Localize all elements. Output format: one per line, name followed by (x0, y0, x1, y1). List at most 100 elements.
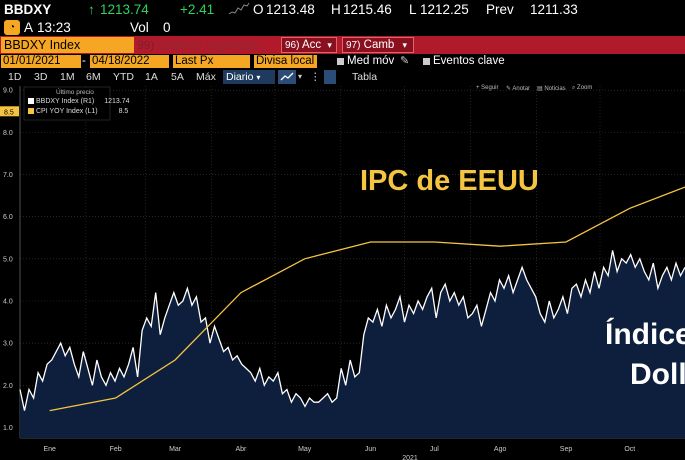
dollar-area (20, 250, 685, 438)
zoom-label: Zoom (577, 85, 593, 91)
key-events-label: Eventos clave (433, 55, 505, 67)
legend-swatch (28, 108, 34, 115)
x-tick-label: May (298, 446, 312, 453)
volume-label: Vol (130, 20, 149, 35)
legend-item-cpi[interactable]: CPI YOY Index (L1) 8.5 (28, 108, 128, 115)
legend-box (23, 86, 111, 121)
line-chart-icon (280, 72, 294, 81)
change-menu-button[interactable]: 97) Camb ▾ (342, 37, 414, 53)
ticker-symbol[interactable]: BBDXY (4, 2, 52, 17)
period-5a[interactable]: 5A (171, 71, 184, 83)
chevron-down-icon: ▾ (327, 40, 332, 50)
follow-control[interactable]: + Seguir (476, 85, 499, 91)
field-select[interactable]: Last Px (173, 55, 250, 68)
last-price: 1213.74 (100, 2, 149, 17)
y-tick-label: 3.0 (3, 341, 13, 348)
news-control[interactable]: ▤ Noticias (537, 86, 566, 92)
change-number: 97) (346, 40, 361, 51)
x-tick-label: Mar (169, 446, 182, 453)
open-label: O (253, 2, 264, 17)
quote-subheader: ◔ A 13:23 Vol 0 (0, 19, 685, 36)
x-tick-label: Jul (430, 446, 439, 453)
chevron-down-icon: ▾ (256, 73, 261, 82)
dollar-annotation-line2: Doll (630, 358, 685, 391)
y-tick-label: 7.0 (3, 172, 13, 179)
chevron-down-icon: ▾ (402, 40, 408, 50)
suggested-charts-button[interactable]: 99) Gráficos sugeridos (137, 36, 258, 54)
low-label: L (409, 2, 417, 17)
moving-average-checkbox[interactable] (337, 58, 344, 65)
chart-settings-icon[interactable]: ⋮ (310, 71, 321, 83)
table-button[interactable]: Tabla (352, 71, 378, 83)
y-tick-label: 4.0 (3, 298, 13, 305)
chevron-down-icon[interactable]: ▾ (298, 72, 303, 81)
up-arrow-icon: ↑ (88, 2, 95, 17)
period-3d[interactable]: 3D (34, 71, 48, 83)
dollar-annotation-line1: Índice (605, 318, 685, 351)
sparkline-icon (228, 2, 250, 15)
currency-select[interactable]: Divisa local (254, 55, 317, 68)
low-value: 1212.25 (420, 2, 469, 17)
actions-label: Acc (302, 39, 322, 51)
table-toggle-button[interactable] (324, 70, 336, 84)
quote-header: BBDXY ↑ 1213.74 +2.41 O 1213.48 H 1215.4… (0, 0, 685, 19)
annotate-control[interactable]: ✎ Anotar (506, 86, 531, 92)
period-1d[interactable]: 1D (8, 71, 22, 83)
y-tick-label: 1.0 (3, 425, 13, 432)
prev-label: Prev (486, 2, 514, 17)
y-tick-label: 2.0 (3, 383, 13, 390)
follow-label: Seguir (481, 85, 499, 91)
period-max[interactable]: Máx (196, 71, 216, 83)
x-tick-label: Jun (365, 446, 376, 453)
frequency-label: Diario (226, 71, 254, 83)
high-label: H (331, 2, 341, 17)
chart-svg: 1.0 2.0 3.0 4.0 5.0 6.0 7.0 8.0 9.0 Ene Feb Mar Abr M… (0, 86, 685, 460)
start-date-input[interactable]: 01/01/2021 (1, 55, 81, 68)
x-tick-label: Ago (494, 446, 507, 453)
open-value: 1213.48 (266, 2, 315, 17)
cpi-series-line (49, 186, 685, 412)
ipc-annotation: IPC de EEUU (360, 165, 539, 197)
legend-value: 1213.74 (104, 98, 130, 105)
x-year-label: 2021 (402, 455, 418, 460)
suggested-charts-number: 99) (137, 38, 155, 52)
end-date-input[interactable]: 04/18/2022 (90, 55, 169, 68)
alert-bell-icon[interactable]: ◔ (4, 20, 20, 35)
legend-name: CPI YOY Index (L1) (36, 108, 98, 115)
news-label: Noticias (544, 86, 566, 92)
period-bar: 1D 3D 1M 6M YTD 1A 5A Máx Diario ▾ ▾ ⋮ T… (0, 69, 685, 85)
legend-item-bbdxy[interactable]: BBDXY Index (R1) 1213.74 (28, 98, 130, 105)
line-chart-button[interactable] (278, 70, 296, 84)
period-1m[interactable]: 1M (60, 71, 75, 83)
period-ytd[interactable]: YTD (113, 71, 134, 83)
legend-title: Último precio (56, 89, 94, 96)
zoom-control[interactable]: ⌕ Zoom (572, 85, 593, 91)
price-chart[interactable]: 1.0 2.0 3.0 4.0 5.0 6.0 7.0 8.0 9.0 Ene Feb Mar Abr M… (0, 86, 685, 460)
legend-swatch (28, 98, 34, 105)
high-value: 1215.46 (343, 2, 392, 17)
key-events-checkbox[interactable] (423, 58, 430, 65)
change-label: Camb (363, 39, 395, 51)
legend-value: 8.5 (118, 108, 129, 115)
period-1a[interactable]: 1A (145, 71, 158, 83)
price-change: +2.41 (180, 2, 215, 17)
x-tick-label: Sep (560, 446, 573, 453)
y-tick-label: 6.0 (3, 214, 13, 221)
security-input[interactable]: BBDXY Index (1, 37, 134, 53)
x-tick-label: Abr (236, 446, 248, 453)
y-tick-label: 8.0 (3, 130, 13, 137)
prev-value: 1211.33 (530, 2, 578, 17)
actions-number: 96) (285, 40, 300, 51)
moving-average-label: Med móv (347, 55, 395, 67)
command-toolbar: BBDXY Index 99) Gráficos sugeridos 96) A… (0, 36, 685, 54)
frequency-select[interactable]: Diario ▾ (223, 70, 275, 84)
annotate-label: Anotar (512, 86, 531, 92)
actions-menu-button[interactable]: 96) Acc ▾ (281, 37, 337, 53)
legend-name: BBDXY Index (R1) (36, 98, 95, 105)
y-tick-label: 9.0 (3, 88, 13, 95)
alert-label: A (24, 20, 34, 35)
dollar-series-line (19, 250, 685, 411)
alert-time: 13:23 (37, 20, 71, 35)
period-6m[interactable]: 6M (86, 71, 101, 83)
pencil-icon[interactable]: ✎ (400, 55, 410, 67)
